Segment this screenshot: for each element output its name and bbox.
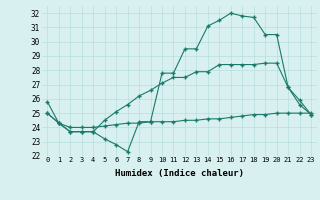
X-axis label: Humidex (Indice chaleur): Humidex (Indice chaleur) (115, 169, 244, 178)
